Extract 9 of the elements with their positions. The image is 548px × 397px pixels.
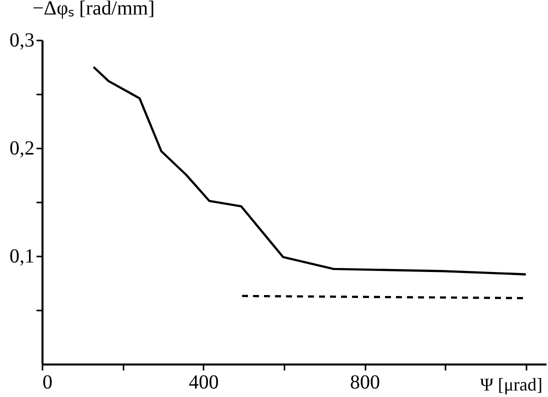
- y-axis-title: −Δφₛ [rad/mm]: [32, 0, 155, 20]
- line-series: [92, 66, 527, 276]
- y-tick-label: 0,3: [10, 30, 34, 52]
- x-tick-label: 400: [188, 372, 219, 394]
- y-tick-label: 0,2: [10, 138, 34, 160]
- x-tick-label: 800: [350, 372, 380, 394]
- x-axis-title: Ψ [μrad]: [480, 374, 542, 394]
- x-tick-label: 0: [42, 372, 52, 394]
- y-tick-label: 0,1: [10, 246, 34, 268]
